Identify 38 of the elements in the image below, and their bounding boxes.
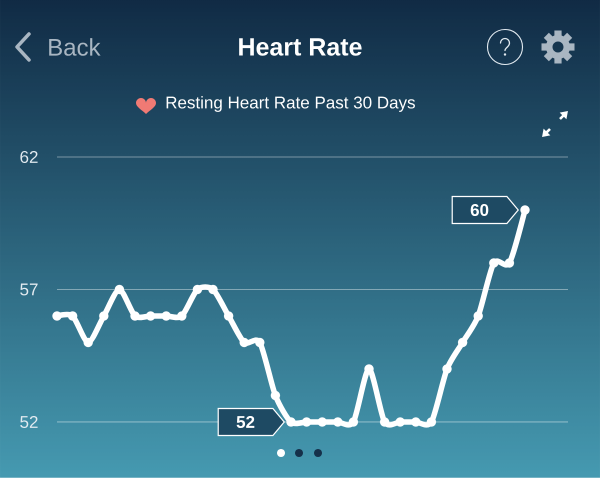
point xyxy=(442,364,452,374)
point xyxy=(240,338,249,348)
point xyxy=(162,311,171,321)
point xyxy=(396,417,405,427)
point xyxy=(192,284,202,294)
point xyxy=(146,311,156,321)
point xyxy=(474,311,483,321)
point xyxy=(177,311,186,321)
point xyxy=(333,417,342,427)
point xyxy=(114,284,124,294)
point xyxy=(130,311,140,321)
data-label: 52 xyxy=(236,416,254,428)
point xyxy=(255,338,264,348)
point xyxy=(208,284,218,294)
text: Back xyxy=(49,38,101,56)
point xyxy=(270,390,280,400)
chart-subtitle: Resting Heart Rate Past 30 Days xyxy=(166,96,415,112)
point xyxy=(411,417,420,427)
y-tick-label: 57 xyxy=(20,284,38,296)
chart-title: Heart Rate xyxy=(239,38,362,56)
point xyxy=(489,258,498,268)
data-label: 60 xyxy=(470,204,488,216)
point xyxy=(52,311,62,321)
point xyxy=(84,338,93,348)
point xyxy=(224,311,234,321)
point xyxy=(68,311,78,321)
point xyxy=(286,417,296,427)
point xyxy=(348,417,358,427)
point xyxy=(520,205,530,215)
point xyxy=(380,417,390,427)
y-tick-label: 62 xyxy=(20,150,38,164)
y-tick-label: 52 xyxy=(20,416,38,428)
point xyxy=(458,338,468,348)
point xyxy=(504,258,514,268)
point xyxy=(302,417,312,427)
point xyxy=(426,417,436,427)
point xyxy=(99,311,108,321)
point xyxy=(318,417,327,427)
